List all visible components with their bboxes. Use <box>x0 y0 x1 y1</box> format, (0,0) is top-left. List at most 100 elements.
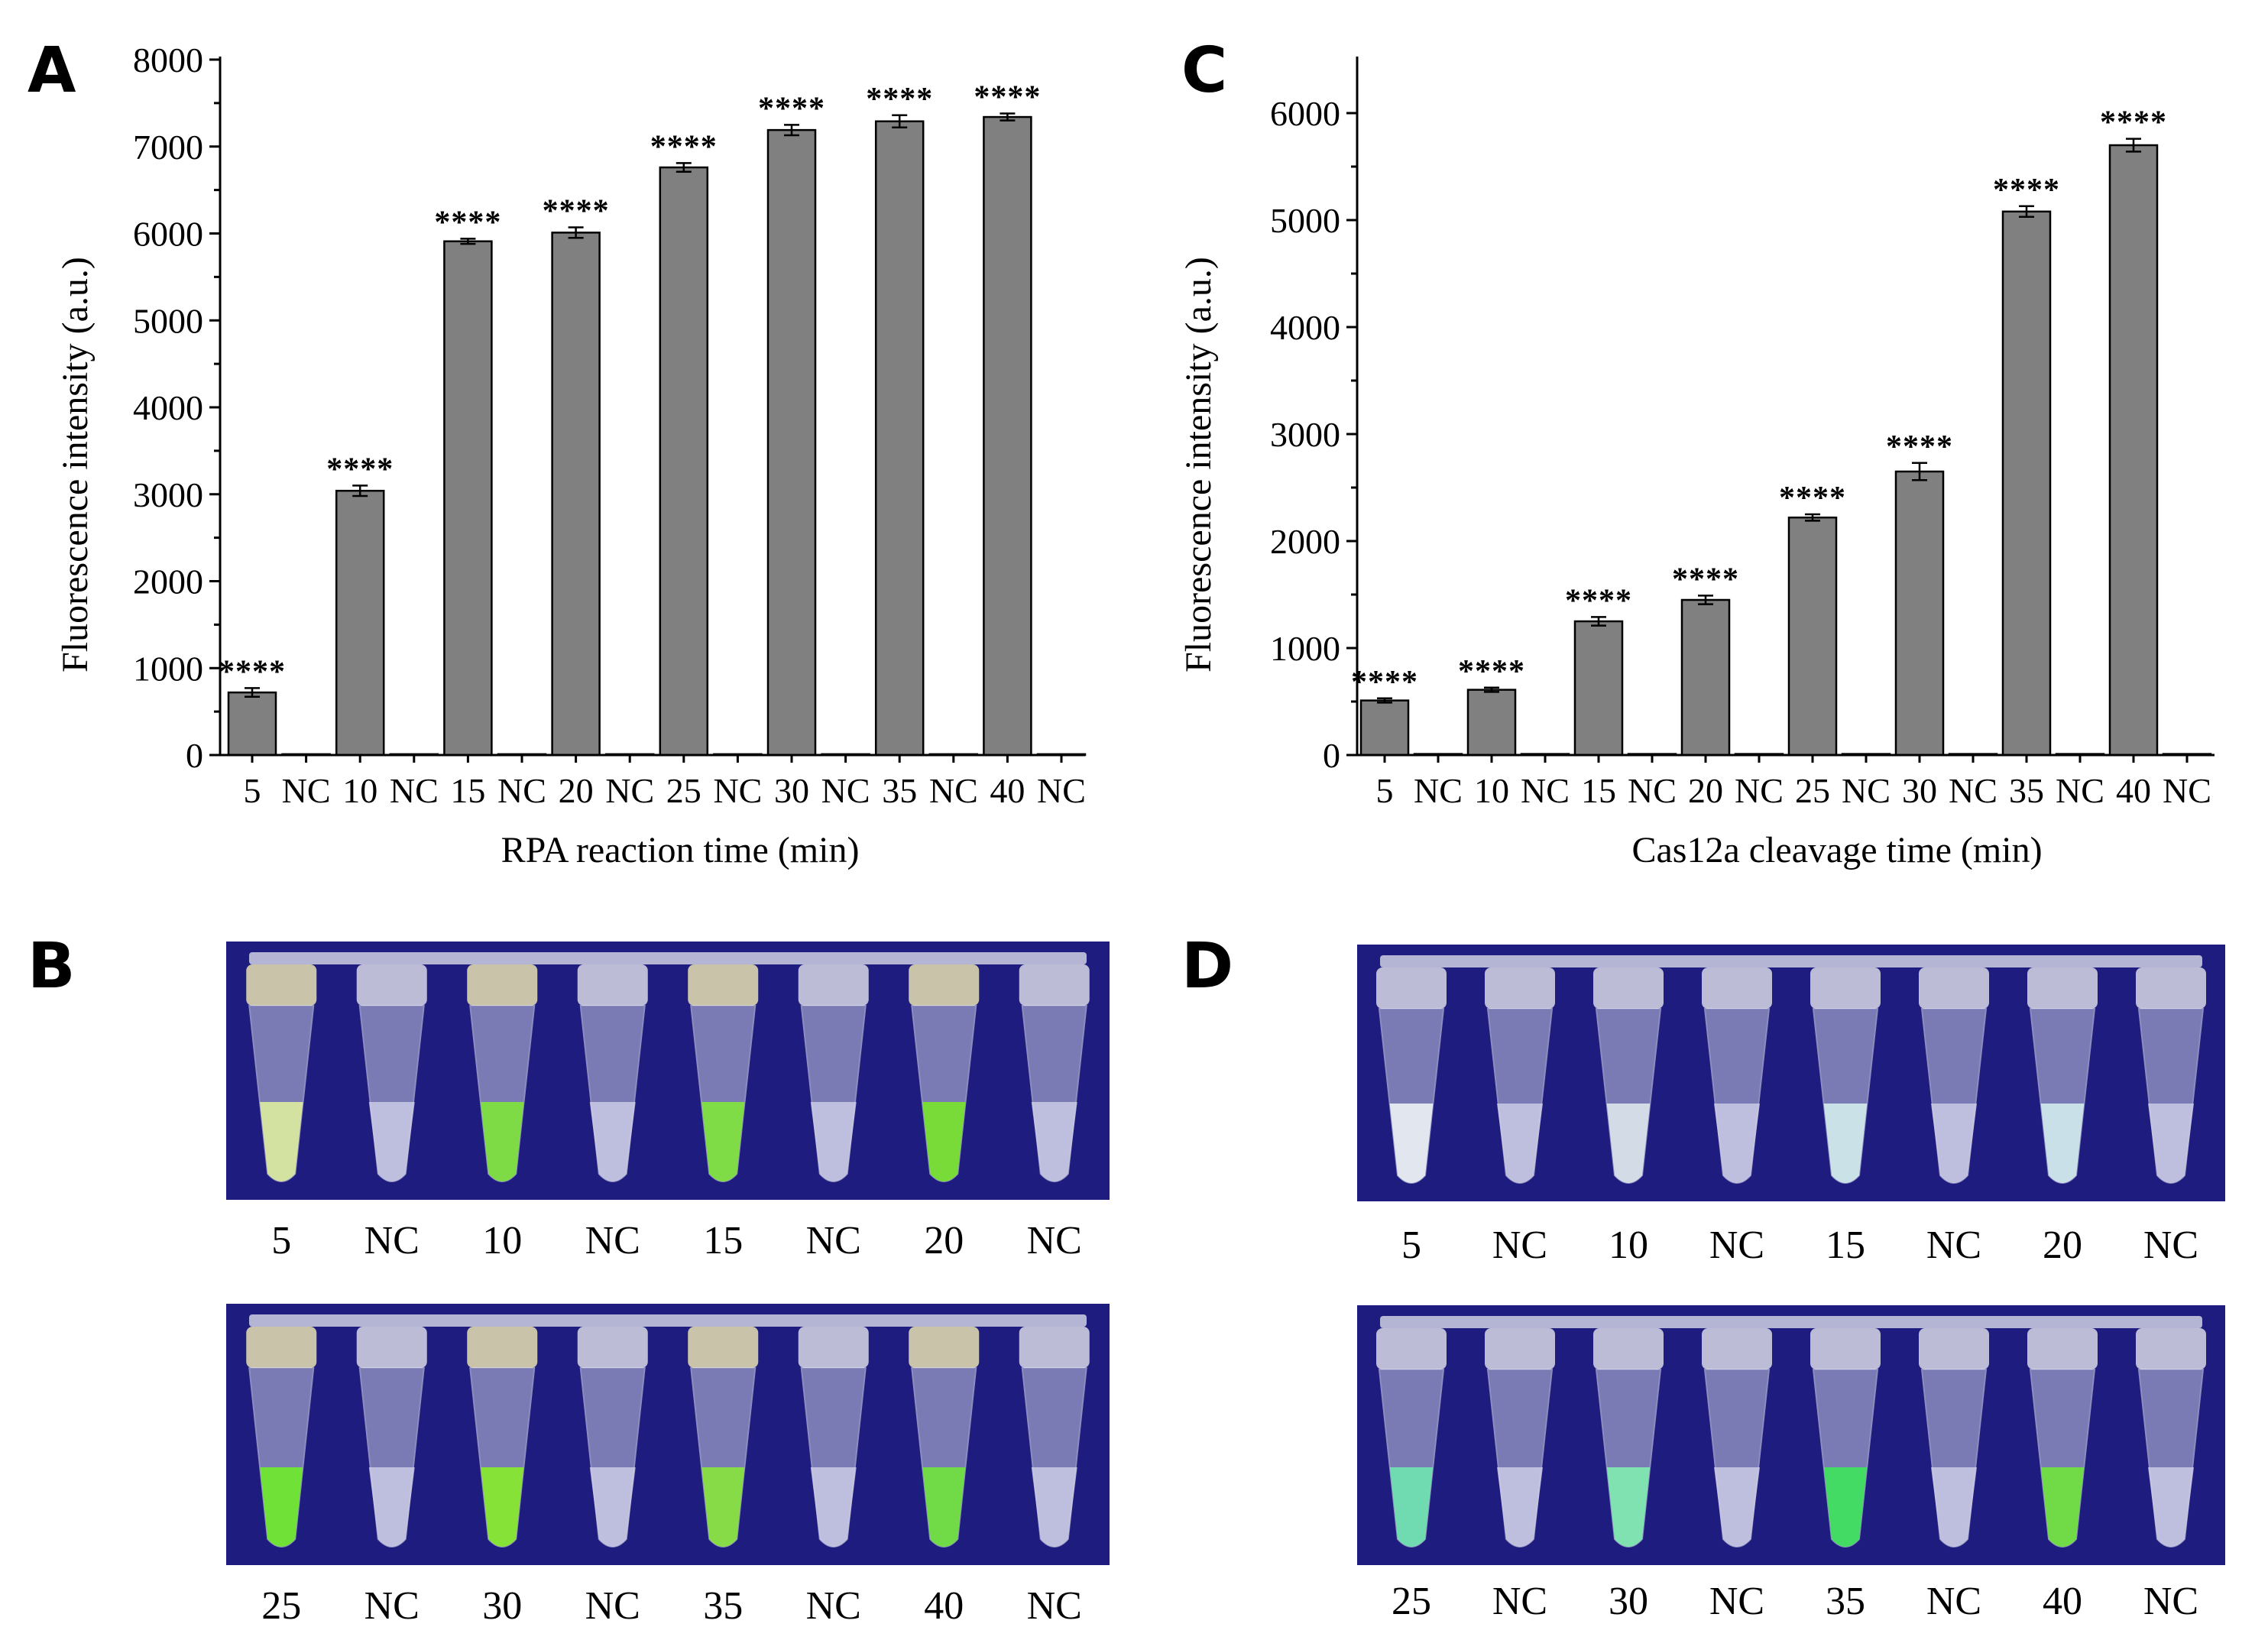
tube-label: NC <box>806 1219 861 1262</box>
chart-a-bar <box>659 166 709 757</box>
chart-c-error-bar <box>1484 686 1499 693</box>
pcr-tube <box>2027 967 2098 1184</box>
chart-a-category-label: NC <box>1037 771 1086 810</box>
chart-a-y-tick-label: 7000 <box>133 128 203 167</box>
tube-label: 30 <box>1609 1580 1648 1623</box>
pcr-tube <box>1810 1328 1881 1548</box>
chart-c-error-bar <box>2126 138 2141 153</box>
chart-a-category-label: 15 <box>450 771 485 810</box>
pcr-tube <box>1485 967 1555 1184</box>
chart-c-y-tick-label: 6000 <box>1270 94 1340 133</box>
pcr-tube <box>688 964 759 1182</box>
tube-label: NC <box>2143 1580 2198 1623</box>
pcr-tube <box>2136 1328 2206 1548</box>
chart-c-error-bar <box>1377 697 1392 704</box>
chart-a-axes: 0 1000 2000 3000 4000 5000 6000 7000 8000 5 NC 10 NC… <box>133 41 1086 810</box>
panel-letter-b: B <box>28 930 76 1003</box>
chart-c-bar <box>1573 620 1624 757</box>
chart-c-category-label: 20 <box>1688 771 1723 810</box>
chart-a-significance-label: **** <box>758 91 825 126</box>
chart-a-error-bar <box>352 485 368 498</box>
chart-c-significance-label: **** <box>1351 665 1418 700</box>
tube-label: NC <box>1027 1584 1082 1628</box>
pcr-tube <box>246 964 317 1182</box>
chart-c-category-label: 15 <box>1581 771 1616 810</box>
chart-c-category-label: NC <box>2163 771 2211 810</box>
chart-c-error-bar <box>1912 462 1927 481</box>
pcr-tube <box>577 1327 648 1548</box>
tube-label: 40 <box>924 1584 964 1628</box>
chart-a-significance-label: **** <box>650 129 718 164</box>
pcr-tube <box>688 1327 759 1548</box>
tube-label: NC <box>585 1584 640 1628</box>
chart-a-significance-label: **** <box>326 452 394 487</box>
pcr-tube <box>909 1327 980 1548</box>
tube-label: 30 <box>482 1584 522 1628</box>
chart-c-significance-label: **** <box>2100 105 2167 141</box>
chart-a-category-label: NC <box>605 771 654 810</box>
chart-a-category-label: 25 <box>666 771 701 810</box>
chart-a-y-tick-label: 5000 <box>133 301 203 340</box>
tube-label: NC <box>1027 1219 1082 1262</box>
chart-a-significance-label: **** <box>434 205 501 240</box>
photo-d-bottom: 25 NC 30 NC 35 NC 40 NC <box>1357 1305 2225 1623</box>
pcr-tube <box>1919 967 1989 1184</box>
chart-c-error-bar <box>1698 595 1713 605</box>
tube-strip-bar <box>1380 955 2202 967</box>
tube-label: 20 <box>2043 1224 2082 1267</box>
pcr-tube <box>1376 1328 1447 1548</box>
chart-a-bar <box>551 232 601 757</box>
pcr-tube <box>1702 1328 1772 1548</box>
photo-b-top: 5 NC 10 NC 15 NC 20 NC <box>226 942 1110 1262</box>
chart-c-y-tick-label: 1000 <box>1270 629 1340 668</box>
tube-label: 10 <box>1609 1224 1648 1267</box>
chart-a-x-axis-title: RPA reaction time (min) <box>501 830 860 870</box>
chart-c-significance-label: **** <box>1886 429 1953 465</box>
chart-a-category-label: 35 <box>882 771 917 810</box>
chart-a-bars: **** **** **** **** **** **** **** **** <box>219 80 1087 757</box>
tube-label: NC <box>1709 1580 1764 1623</box>
tube-label: 25 <box>261 1584 301 1628</box>
tube-label: NC <box>364 1219 420 1262</box>
chart-a-error-bar <box>676 162 692 173</box>
chart-a-significance-label: **** <box>866 82 933 117</box>
chart-c-bar <box>1680 598 1731 757</box>
tube-label: 40 <box>2043 1580 2082 1623</box>
pcr-tube <box>1019 964 1090 1182</box>
chart-a-y-axis-title: Fluorescence intensity (a.u.) <box>55 257 96 673</box>
chart-c-significance-label: **** <box>1565 583 1632 618</box>
chart-a-category-label: 20 <box>559 771 594 810</box>
tube-label: NC <box>364 1584 420 1628</box>
panel-letter-a: A <box>28 34 76 107</box>
chart-a-error-bar <box>460 238 476 245</box>
chart-c-category-label: NC <box>1521 771 1570 810</box>
chart-a-y-tick-label: 0 <box>186 736 203 775</box>
pcr-tube <box>356 1327 427 1548</box>
tube-label: 35 <box>703 1584 743 1628</box>
panel-letter-c: C <box>1181 34 1227 107</box>
chart-c-y-tick-label: 0 <box>1323 736 1340 775</box>
chart-c-bar <box>1359 699 1410 757</box>
chart-a-y-tick-label: 1000 <box>133 649 203 688</box>
pcr-tube <box>1376 967 1447 1184</box>
chart-a-error-bar <box>892 114 908 128</box>
chart-a-y-tick-label: 4000 <box>133 388 203 427</box>
chart-a-category-label: NC <box>390 771 439 810</box>
tube-label: 15 <box>703 1219 743 1262</box>
chart-c-category-label: NC <box>1414 771 1463 810</box>
chart-a-category-label: NC <box>713 771 762 810</box>
pcr-tube <box>577 964 648 1182</box>
chart-c-bar <box>1894 470 1945 757</box>
chart-c-category-label: 5 <box>1376 771 1394 810</box>
tube-label: 5 <box>271 1219 291 1262</box>
tube-label: 25 <box>1392 1580 1431 1623</box>
tube-label: NC <box>1492 1224 1547 1267</box>
chart-c-category-label: NC <box>1949 771 1997 810</box>
chart-c-bar <box>2001 210 2052 757</box>
panel-letter-d: D <box>1181 930 1233 1003</box>
chart-a-category-label: NC <box>821 771 870 810</box>
chart-c-significance-label: **** <box>1779 481 1846 516</box>
chart-c-bar <box>1466 689 1517 757</box>
tube-label: NC <box>585 1219 640 1262</box>
